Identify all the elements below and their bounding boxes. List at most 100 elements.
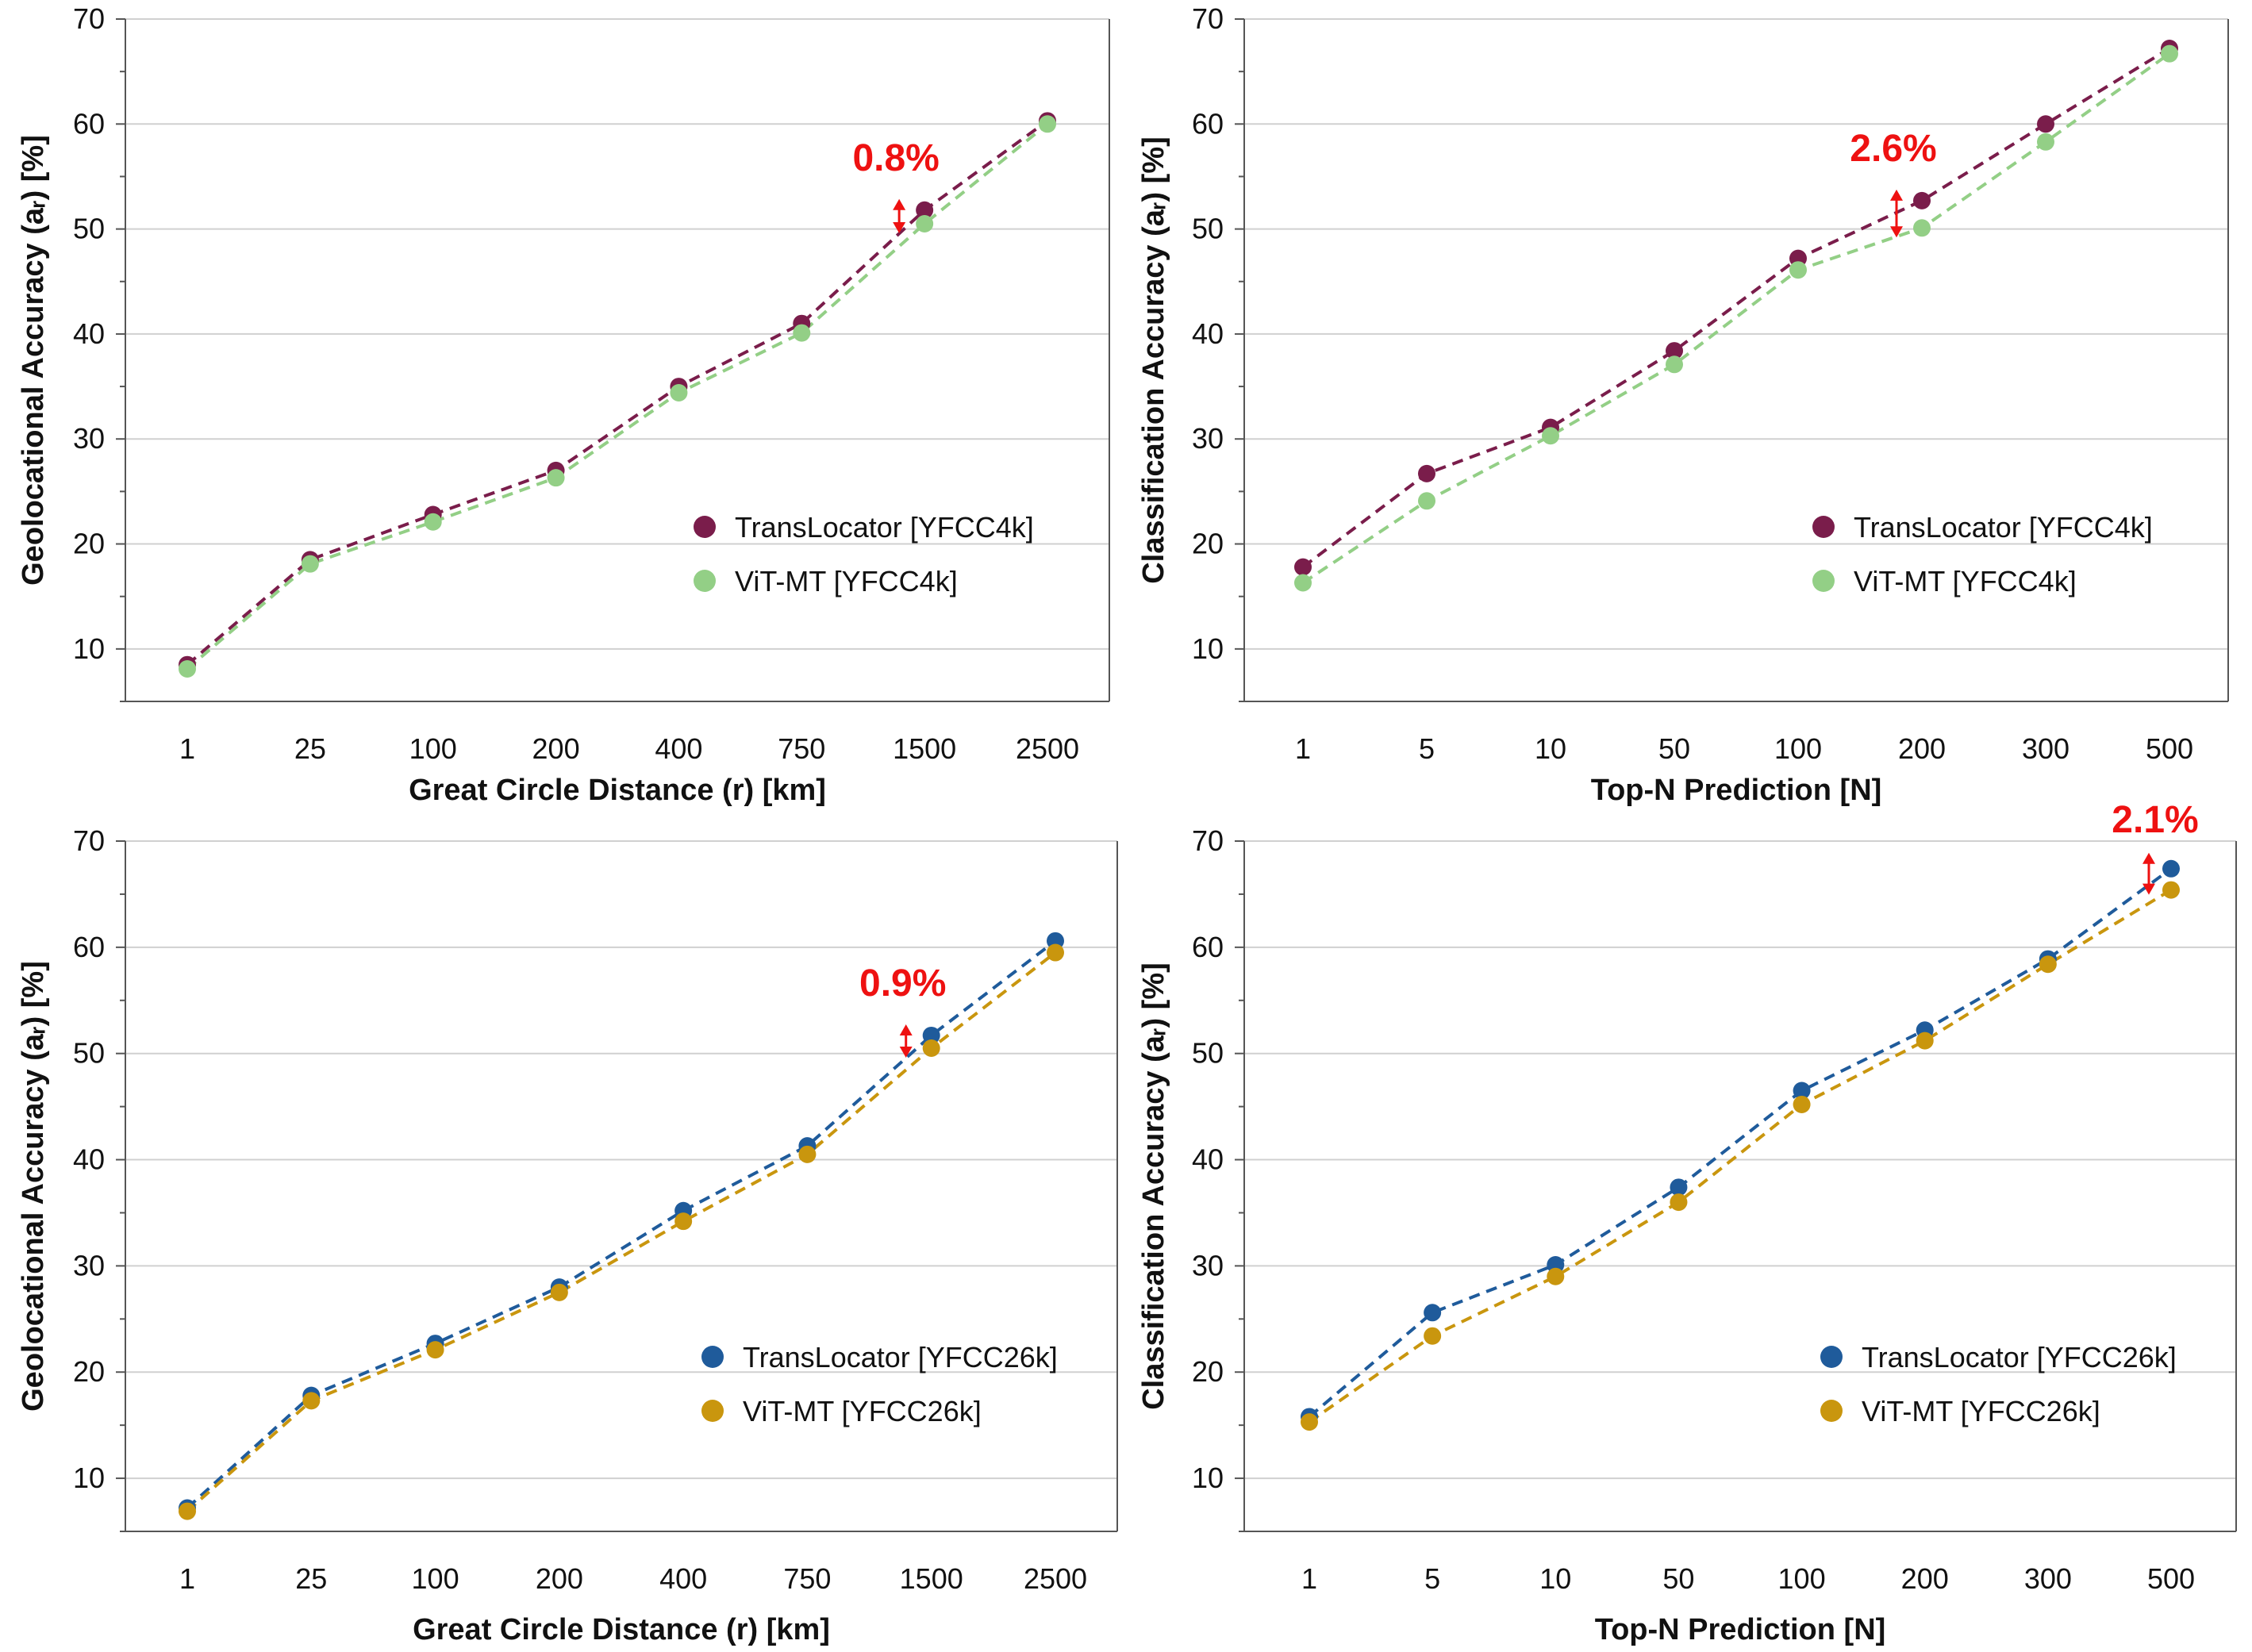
series-line-1 — [1301, 52, 2171, 585]
x-tick-label: 1 — [179, 732, 195, 765]
x-tick-label: 750 — [778, 732, 825, 765]
data-point-series-1 — [1670, 1193, 1688, 1212]
x-tick-label: 300 — [2022, 732, 2069, 765]
data-point-series-1 — [547, 469, 565, 487]
series-line-0 — [186, 119, 1049, 667]
data-point-series-1 — [1301, 1413, 1318, 1431]
x-tick-label: 400 — [655, 732, 702, 765]
x-tick-label: 100 — [1774, 732, 1822, 765]
data-point-series-1 — [2161, 44, 2178, 63]
x-tick-label: 25 — [295, 1562, 327, 1595]
data-point-series-0 — [1670, 1178, 1688, 1197]
x-axis-title: Top-N Prediction [N] — [1595, 1613, 1886, 1646]
legend-marker-0 — [701, 1346, 724, 1368]
annotation-arrow-head-down — [899, 1047, 913, 1058]
data-point-series-1 — [1666, 355, 1683, 374]
x-tick-label: 100 — [409, 732, 457, 765]
legend-label-1: ViT-MT [YFCC4k] — [735, 565, 958, 597]
x-tick-label: 200 — [536, 1562, 583, 1595]
data-point-series-1 — [1039, 115, 1056, 133]
data-point-series-1 — [916, 215, 934, 232]
legend-marker-0 — [1820, 1346, 1843, 1368]
x-tick-label: 500 — [2146, 732, 2193, 765]
data-point-series-0 — [1418, 464, 1435, 482]
legend-label-0: TransLocator [YFCC26k] — [743, 1341, 1058, 1373]
legend-label-1: ViT-MT [YFCC26k] — [743, 1395, 982, 1427]
data-point-series-1 — [1542, 427, 1559, 445]
x-tick-label: 2500 — [1024, 1562, 1087, 1595]
x-tick-label: 200 — [1901, 1562, 1949, 1595]
x-tick-label: 10 — [1539, 1562, 1571, 1595]
series-line-0 — [1301, 47, 2171, 569]
x-tick-label: 100 — [412, 1562, 459, 1595]
x-tick-label: 10 — [1535, 732, 1566, 765]
annotation-arrow-head-down — [893, 222, 906, 233]
data-point-series-1 — [793, 324, 811, 342]
y-tick-label: 20 — [1192, 528, 1224, 560]
y-tick-label: 70 — [73, 824, 105, 857]
y-axis-title: Geolocational Accuracy (aᵣ) [%] — [17, 961, 50, 1412]
series-line-0 — [186, 939, 1057, 1510]
data-point-series-1 — [2037, 133, 2054, 151]
x-tick-label: 400 — [659, 1562, 707, 1595]
chart-panel-top-left: 10 20 30 40 50 60 70 1 25 100 200 400 750 1500 2500 Gre… — [17, 2, 1110, 807]
data-point-series-0 — [2037, 115, 2054, 133]
data-point-series-0 — [1424, 1304, 1442, 1322]
data-point-series-0 — [1913, 191, 1931, 209]
data-point-series-0 — [1793, 1081, 1811, 1100]
x-tick-label: 25 — [294, 732, 326, 765]
x-tick-label: 500 — [2147, 1562, 2195, 1595]
y-tick-label: 60 — [1192, 931, 1224, 963]
y-tick-label: 50 — [1192, 1037, 1224, 1070]
x-tick-label: 5 — [1419, 732, 1435, 765]
x-axis-title: Great Circle Distance (r) [km] — [413, 1613, 830, 1646]
data-point-series-1 — [1913, 219, 1931, 237]
data-point-series-1 — [1789, 261, 1807, 279]
y-tick-label: 50 — [73, 213, 105, 245]
chart-panel-bottom-left: 10 20 30 40 50 60 70 1 25 100 200 400 750 1500 2500 Gre… — [17, 824, 1118, 1646]
y-tick-label: 10 — [73, 632, 105, 665]
x-tick-label: 750 — [783, 1562, 831, 1595]
data-point-series-1 — [1294, 574, 1312, 592]
data-point-series-1 — [2162, 881, 2180, 899]
legend-label-1: ViT-MT [YFCC4k] — [1854, 565, 2077, 597]
data-point-series-0 — [2162, 859, 2180, 878]
y-tick-label: 40 — [1192, 317, 1224, 350]
x-tick-label: 50 — [1662, 1562, 1694, 1595]
y-tick-label: 20 — [1192, 1355, 1224, 1388]
series-line-1 — [186, 122, 1049, 670]
data-point-series-1 — [1418, 492, 1435, 510]
annotation-label: 2.1% — [2112, 799, 2198, 841]
chart-panel-top-right: 10 20 30 40 50 60 70 1 5 10 50 100 200 300 500 Top-N Pr… — [1137, 2, 2229, 807]
legend-label-0: TransLocator [YFCC4k] — [1854, 511, 2153, 544]
y-tick-label: 50 — [1192, 213, 1224, 245]
x-axis-title: Top-N Prediction [N] — [1591, 774, 1882, 807]
data-point-series-0 — [1294, 558, 1312, 576]
annotation-label: 0.8% — [852, 137, 939, 179]
data-point-series-1 — [2039, 955, 2057, 974]
y-tick-label: 40 — [73, 317, 105, 350]
y-tick-label: 70 — [73, 2, 105, 35]
legend-marker-1 — [694, 570, 716, 592]
series-line-0 — [1308, 867, 2173, 1418]
y-tick-label: 40 — [73, 1143, 105, 1176]
series-line-1 — [186, 951, 1057, 1513]
data-point-series-1 — [1793, 1095, 1811, 1113]
data-point-series-1 — [302, 1392, 321, 1410]
series-line-1 — [1308, 888, 2173, 1423]
x-tick-label: 50 — [1658, 732, 1690, 765]
annotation-arrow-head-down — [1890, 226, 1903, 238]
x-tick-label: 200 — [1898, 732, 1946, 765]
legend-label-0: TransLocator [YFCC26k] — [1862, 1341, 2177, 1373]
x-tick-label: 300 — [2024, 1562, 2072, 1595]
data-point-series-0 — [922, 1026, 940, 1044]
y-tick-label: 10 — [1192, 632, 1224, 665]
legend-marker-0 — [1812, 516, 1835, 538]
data-point-series-1 — [424, 513, 442, 531]
y-tick-label: 70 — [1192, 2, 1224, 35]
annotation-label: 0.9% — [859, 962, 946, 1005]
data-point-series-1 — [1916, 1032, 1934, 1050]
data-point-series-1 — [1547, 1267, 1565, 1285]
data-point-series-1 — [1047, 943, 1064, 962]
y-tick-label: 30 — [73, 422, 105, 455]
